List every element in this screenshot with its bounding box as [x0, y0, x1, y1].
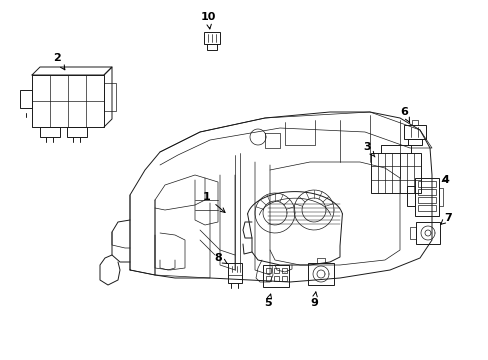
Text: 8: 8 [214, 253, 227, 264]
Bar [409, 227, 415, 239]
Bar [104, 83, 116, 111]
Bar [414, 178, 438, 216]
Bar [415, 222, 439, 244]
Bar [417, 189, 435, 195]
Bar [282, 276, 286, 281]
Text: 7: 7 [440, 213, 451, 224]
Bar [265, 276, 270, 281]
Bar [67, 127, 87, 137]
Text: 1: 1 [203, 192, 224, 212]
Text: 3: 3 [363, 142, 374, 157]
Bar [265, 268, 270, 273]
Text: 2: 2 [53, 53, 65, 70]
Text: 9: 9 [309, 292, 317, 308]
Bar [282, 268, 286, 273]
Bar [40, 127, 60, 137]
Bar [417, 181, 435, 187]
Bar [407, 139, 421, 145]
Text: 4: 4 [440, 175, 448, 185]
Bar [417, 197, 435, 203]
Text: 6: 6 [399, 107, 409, 122]
Bar [263, 265, 288, 287]
Bar [206, 44, 217, 50]
Bar [403, 125, 425, 139]
Bar [227, 263, 242, 283]
Bar [273, 268, 279, 273]
Text: 5: 5 [264, 294, 271, 308]
Bar [417, 205, 435, 211]
Bar [370, 153, 420, 193]
Bar [203, 32, 220, 44]
Bar [273, 276, 279, 281]
Bar [406, 186, 414, 206]
Text: 10: 10 [200, 12, 215, 29]
Bar [20, 90, 32, 108]
Bar [307, 263, 333, 285]
